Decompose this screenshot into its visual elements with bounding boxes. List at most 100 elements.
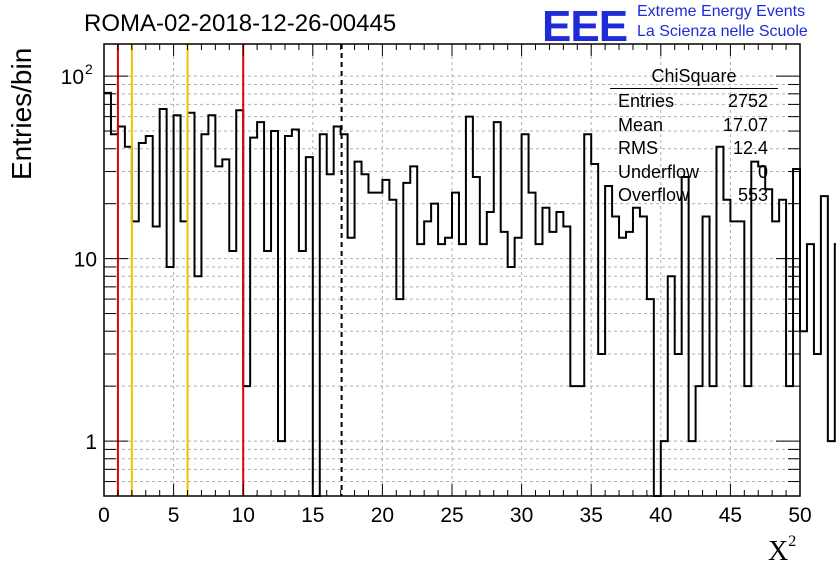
x-tick-label: 10 [232, 504, 255, 527]
hist-bin [542, 208, 549, 496]
hist-bin [549, 232, 556, 496]
x-axis-label: X2 [768, 532, 797, 568]
x-axis-label-text: X [768, 536, 789, 567]
hist-bin [236, 110, 243, 496]
logo-line-2: La Scienza nelle Scuole [637, 23, 808, 40]
stats-title: ChiSquare [610, 66, 778, 89]
stats-row-underflow: Underflow 0 [610, 162, 778, 186]
hist-bin [480, 244, 487, 496]
hist-bin [250, 138, 257, 496]
hist-bin [800, 331, 807, 496]
hist-bin [598, 354, 605, 496]
eee-logo: EEE [542, 2, 628, 51]
hist-bin [466, 117, 473, 496]
stats-label: RMS [618, 138, 658, 158]
hist-bin [222, 159, 229, 496]
hist-bin [368, 193, 375, 496]
y-axis-label: Entries/bin [6, 47, 37, 180]
x-axis-label-sup: 2 [788, 532, 797, 550]
stats-row-mean: Mean 17.07 [610, 115, 778, 139]
hist-bin [201, 134, 208, 496]
x-tick-label: 0 [98, 504, 110, 527]
hist-bin [473, 177, 480, 496]
stats-row-entries: Entries 2752 [610, 91, 778, 115]
hist-bin [494, 122, 501, 496]
hist-bin [501, 232, 508, 496]
hist-bin [522, 134, 529, 496]
hist-bin [355, 162, 362, 496]
hist-bin [779, 200, 786, 496]
stats-label: Entries [618, 91, 675, 111]
hist-bin [417, 244, 424, 496]
histogram-outline [104, 91, 836, 497]
hist-bin [682, 177, 689, 496]
hist-bin [821, 196, 828, 496]
x-tick-label: 35 [580, 504, 603, 527]
stats-label: Underflow [618, 161, 700, 182]
hist-bin [181, 221, 188, 496]
hist-bin [807, 244, 814, 496]
hist-bin [772, 221, 779, 496]
hist-bin [375, 193, 382, 496]
hist-bin [306, 157, 313, 496]
hist-bin [828, 441, 835, 496]
hist-bin [730, 221, 737, 496]
hist-bin [160, 109, 167, 496]
x-tick-label: 30 [510, 504, 533, 527]
hist-bin [118, 126, 125, 496]
hist-bin [208, 115, 215, 496]
hist-bin [633, 208, 640, 496]
stats-label: Mean [618, 114, 664, 135]
hist-bin [793, 169, 800, 496]
hist-bin [125, 147, 132, 496]
y-tick-label-exponent: 2 [85, 61, 93, 77]
hist-bin [584, 134, 591, 496]
hist-bin [362, 174, 369, 496]
stats-row-rms: RMS 12.4 [610, 138, 778, 162]
hist-bin [508, 267, 515, 496]
x-tick-label: 50 [788, 504, 811, 527]
hist-bin [146, 136, 153, 496]
hist-bin [264, 251, 271, 496]
hist-bin [299, 251, 306, 496]
x-tick-label: 40 [649, 504, 672, 527]
stats-value: 0 [757, 161, 768, 182]
hist-bin [438, 244, 445, 496]
hist-bin [529, 193, 536, 496]
hist-bin [765, 189, 772, 496]
hist-bin [285, 136, 292, 496]
hist-bin [257, 122, 264, 496]
y-tick-label: 10 [61, 66, 84, 89]
stats-value: 553 [737, 185, 768, 205]
hist-bin [737, 221, 744, 496]
hist-bin [382, 180, 389, 496]
hist-bin [174, 115, 181, 496]
stats-value: 12.4 [732, 138, 768, 158]
hist-bin [751, 162, 758, 496]
hist-bin [675, 354, 682, 496]
x-tick-label: 5 [168, 504, 180, 527]
hist-bin [389, 200, 396, 496]
hist-bin [459, 244, 466, 496]
y-tick-label: 10 [74, 249, 97, 272]
x-tick-label: 25 [440, 504, 463, 527]
hist-bin [229, 251, 236, 496]
stats-row-overflow: Overflow 553 [610, 185, 778, 209]
stats-value: 2752 [727, 91, 768, 111]
hist-bin [104, 93, 111, 496]
hist-bin [320, 134, 327, 496]
hist-bin [111, 134, 118, 496]
x-tick-label: 15 [301, 504, 324, 527]
stats-value: 17.07 [722, 114, 768, 135]
hist-bin [431, 204, 438, 496]
stats-box: ChiSquare Entries 2752 Mean 17.07 RMS 12.4 … [610, 66, 778, 209]
hist-bin [139, 143, 146, 496]
x-tick-label: 20 [371, 504, 394, 527]
hist-bin [591, 164, 598, 496]
chart-title: ROMA-02-2018-12-26-00445 [84, 10, 397, 37]
hist-bin [626, 232, 633, 496]
hist-bin [396, 299, 403, 496]
hist-bin [334, 126, 341, 496]
stats-label: Overflow [618, 185, 690, 205]
